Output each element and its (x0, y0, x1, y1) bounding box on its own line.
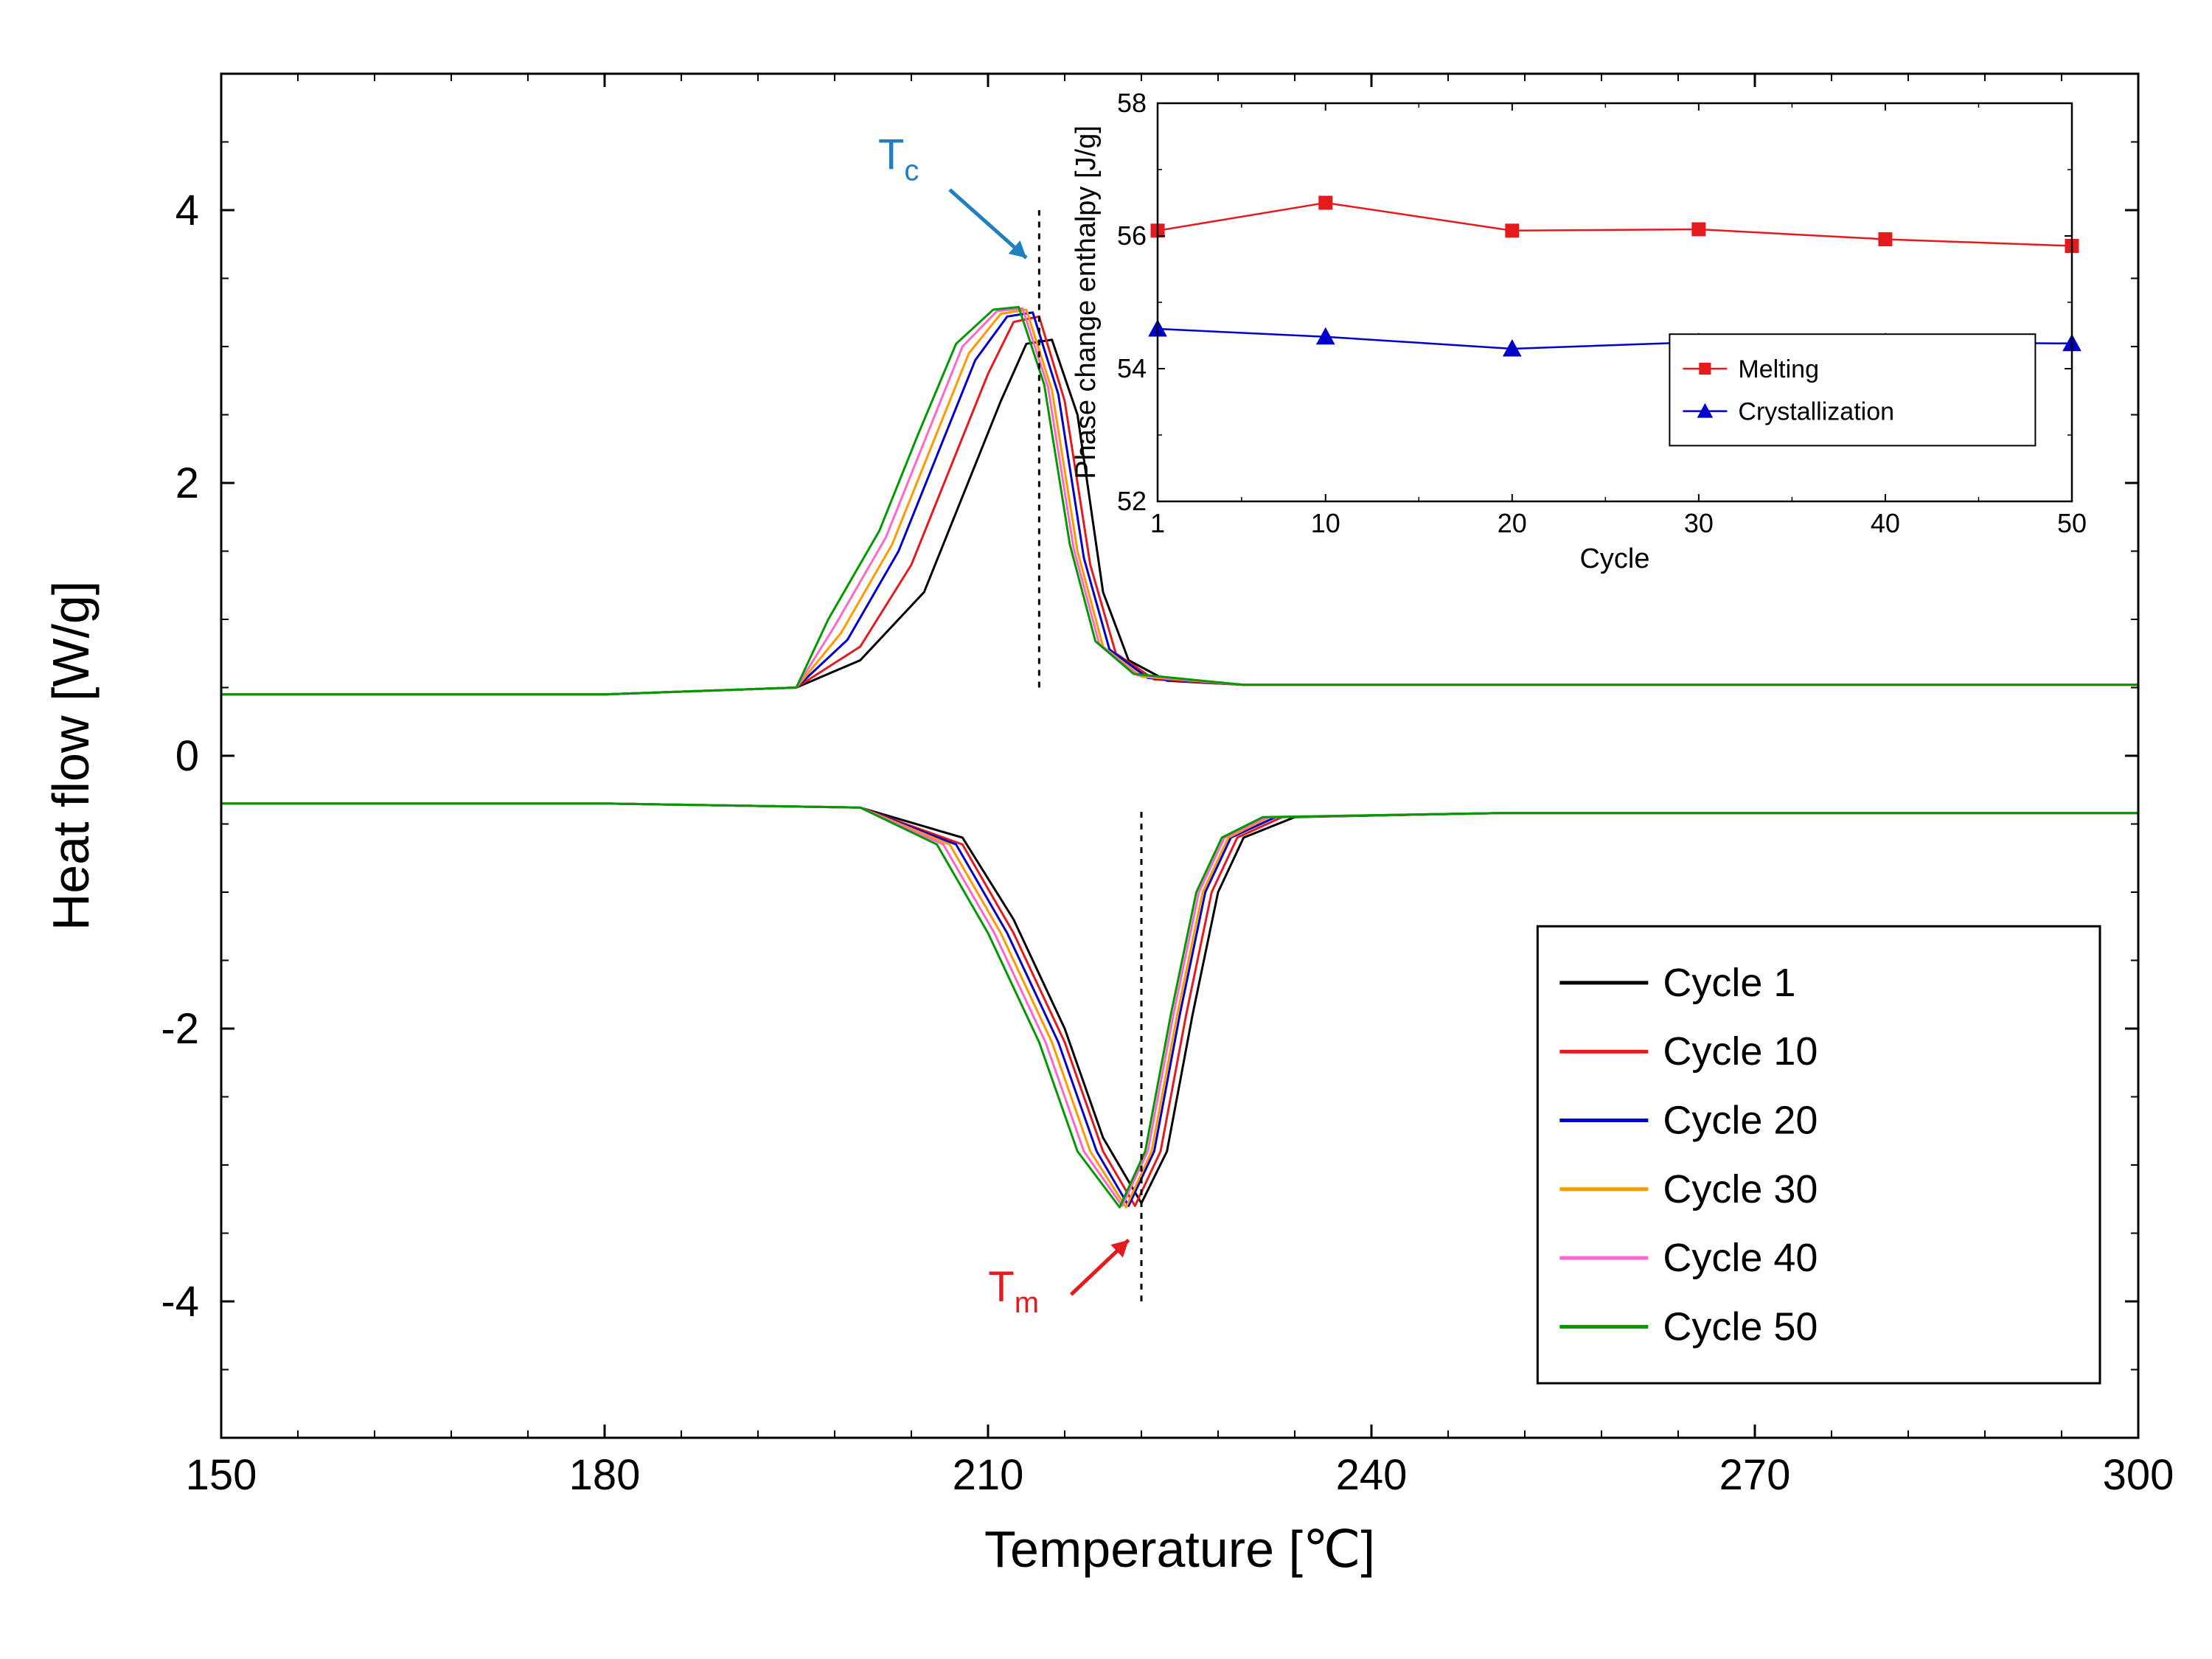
inset-xtick: 30 (1684, 508, 1714, 538)
inset-xtick: 50 (2057, 508, 2087, 538)
inset-legend-label: Crystallization (1738, 398, 1894, 426)
y-axis-label: Heat flow [W/g] (42, 581, 100, 931)
inset-ytick: 52 (1117, 486, 1147, 516)
ytick-label: -4 (161, 1278, 199, 1326)
ytick-label: 4 (175, 187, 199, 234)
ytick-label: -2 (161, 1005, 199, 1053)
inset-x-label: Cycle (1579, 543, 1649, 574)
x-axis-label: Temperature [℃] (984, 1520, 1375, 1578)
legend-item-label: Cycle 40 (1663, 1236, 1818, 1280)
inset-ytick: 54 (1117, 353, 1147, 383)
inset-y-label: Phase change enthalpy [J/g] (1071, 125, 1102, 479)
ytick-label: 2 (175, 459, 199, 507)
ytick-label: 0 (175, 732, 199, 780)
xtick-label: 240 (1336, 1451, 1408, 1499)
legend-item-label: Cycle 50 (1663, 1304, 1818, 1349)
chart-container: TcTm150180210240270300-4-2024Temperature… (0, 0, 2212, 1659)
xtick-label: 270 (1719, 1451, 1791, 1499)
legend-item-label: Cycle 10 (1663, 1029, 1818, 1074)
inset-xtick: 10 (1311, 508, 1340, 538)
legend-item-label: Cycle 1 (1663, 961, 1795, 1005)
xtick-label: 150 (186, 1451, 257, 1499)
inset-legend: Melting Crystallization (1669, 334, 2035, 445)
inset-xtick: 1 (1150, 508, 1165, 538)
inset-xtick: 40 (1871, 508, 1900, 538)
dsc-chart-svg: TcTm150180210240270300-4-2024Temperature… (0, 0, 2212, 1659)
inset-ytick: 58 (1117, 88, 1147, 118)
xtick-label: 300 (2103, 1451, 2174, 1499)
inset-xtick: 20 (1498, 508, 1527, 538)
inset-ytick: 56 (1117, 220, 1147, 251)
legend-item-label: Cycle 30 (1663, 1167, 1818, 1211)
xtick-label: 180 (569, 1451, 641, 1499)
main-legend: Cycle 1 Cycle 10 Cycle 20 Cycle 30 Cycle 40 C… (1537, 926, 2100, 1383)
legend-item-label: Cycle 20 (1663, 1098, 1818, 1142)
inset-legend-label: Melting (1738, 355, 1819, 383)
inset-chart: 1 10 20 30 40 50 52 54 56 58 Cycle Phase change ent… (1071, 88, 2087, 574)
xtick-label: 210 (953, 1451, 1024, 1499)
